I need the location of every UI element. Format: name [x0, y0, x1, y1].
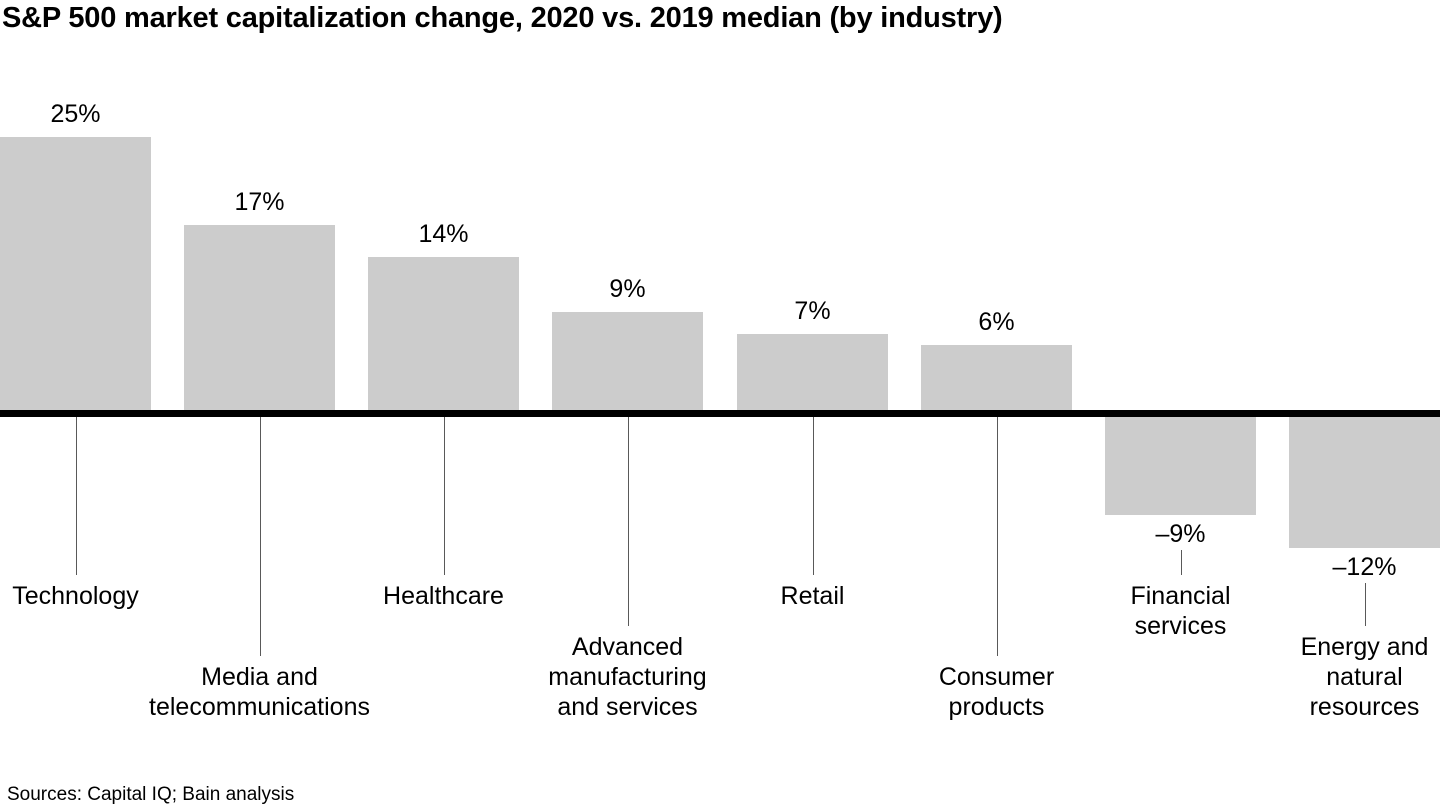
- category-label-line: resources: [1309, 693, 1420, 721]
- value-label-retail: 7%: [794, 297, 831, 325]
- category-label-media-and-telecommunications: Media and telecommunications: [130, 662, 390, 722]
- value-label-financial-services: –9%: [1155, 520, 1206, 548]
- bar-healthcare: [368, 257, 519, 410]
- leader-line-retail: [813, 417, 814, 575]
- category-label-line: Advanced: [571, 633, 684, 661]
- leader-line-energy-and-natural-resources: [1365, 583, 1366, 626]
- category-label-technology: Technology: [0, 581, 206, 611]
- value-label-media-and-telecommunications: 17%: [234, 188, 285, 216]
- chart-title: S&P 500 market capitalization change, 20…: [2, 2, 1003, 34]
- category-label-retail: Retail: [683, 581, 943, 611]
- leader-line-healthcare: [444, 417, 445, 575]
- leader-line-advanced-manufacturing-and-services: [628, 417, 629, 626]
- category-label-consumer-products: Consumer products: [867, 662, 1127, 722]
- category-label-line: Healthcare: [383, 582, 504, 610]
- value-label-consumer-products: 6%: [978, 308, 1015, 336]
- category-label-healthcare: Healthcare: [314, 581, 574, 611]
- leader-line-media-and-telecommunications: [260, 417, 261, 656]
- category-label-line: products: [948, 693, 1045, 721]
- bar-energy-and-natural-resources: [1289, 417, 1440, 548]
- value-label-technology: 25%: [50, 100, 101, 128]
- bar-media-and-telecommunications: [184, 225, 335, 410]
- category-label-line: Retail: [780, 582, 845, 610]
- bar-technology: [0, 137, 151, 410]
- leader-line-technology: [76, 417, 77, 575]
- category-label-financial-services: Financial services: [1051, 581, 1311, 641]
- category-label-line: Media and: [201, 663, 318, 691]
- leader-line-financial-services: [1181, 550, 1182, 575]
- category-label-line: Financial: [1130, 582, 1231, 610]
- category-label-line: and services: [557, 693, 698, 721]
- value-label-advanced-manufacturing-and-services: 9%: [609, 275, 646, 303]
- value-label-healthcare: 14%: [418, 220, 469, 248]
- value-label-energy-and-natural-resources: –12%: [1332, 553, 1397, 581]
- category-label-line: Technology: [12, 582, 139, 610]
- bar-retail: [737, 334, 888, 410]
- category-label-advanced-manufacturing-and-services: Advanced manufacturing and services: [498, 632, 758, 722]
- category-label-line: Consumer: [938, 663, 1055, 691]
- zero-baseline-axis: [0, 410, 1440, 417]
- category-label-energy-and-natural-resources: Energy and natural resources: [1235, 632, 1440, 722]
- bar-consumer-products: [921, 345, 1072, 410]
- category-label-line: natural: [1326, 663, 1403, 691]
- category-label-line: manufacturing: [548, 663, 707, 691]
- bar-financial-services: [1105, 417, 1256, 515]
- category-label-line: Energy and: [1300, 633, 1429, 661]
- category-label-line: telecommunications: [149, 693, 370, 721]
- source-note: Sources: Capital IQ; Bain analysis: [7, 784, 295, 805]
- leader-line-consumer-products: [997, 417, 998, 656]
- bar-advanced-manufacturing-and-services: [552, 312, 703, 410]
- category-label-line: services: [1134, 612, 1227, 640]
